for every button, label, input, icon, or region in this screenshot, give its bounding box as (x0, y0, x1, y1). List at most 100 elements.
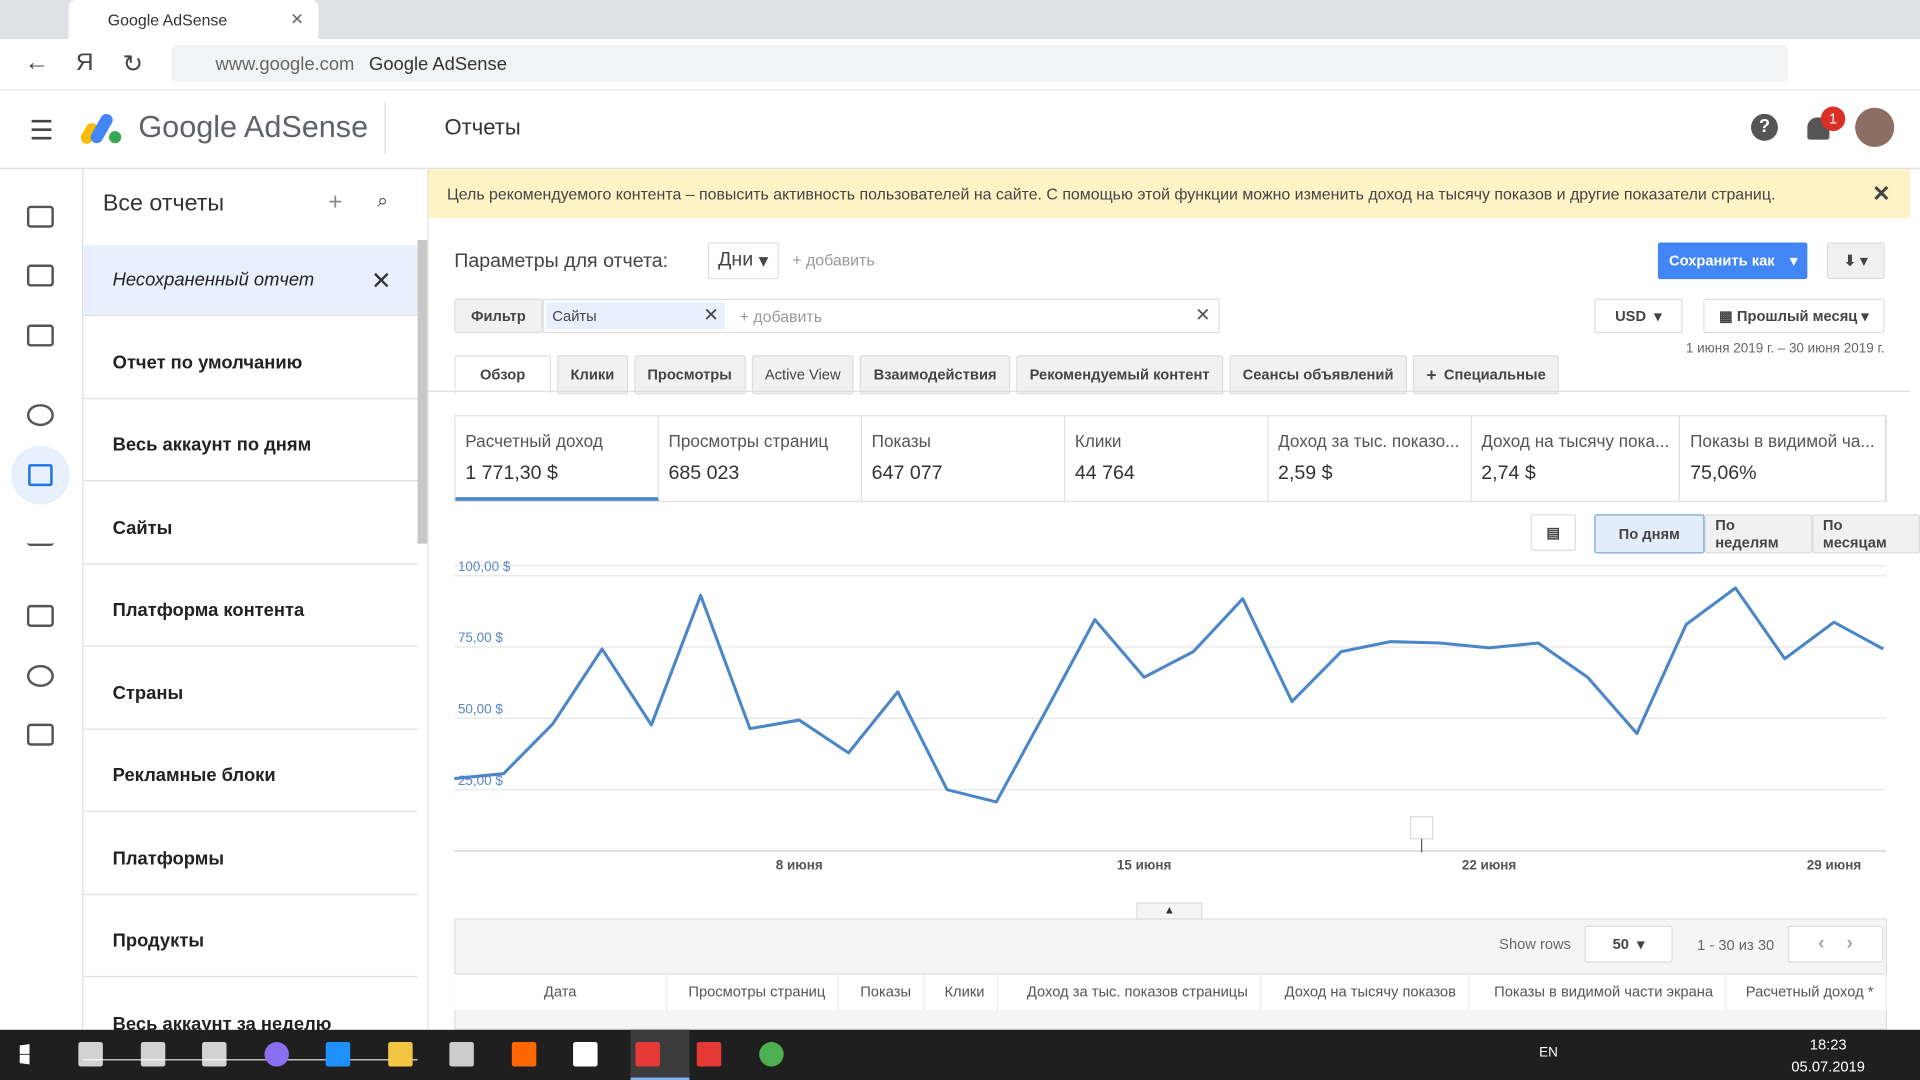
collapse-table[interactable]: ▲ (1136, 902, 1203, 920)
add-dimension[interactable]: + добавить (792, 251, 875, 270)
help-button[interactable]: ? (1751, 113, 1778, 141)
column-header[interactable]: Показы (839, 974, 925, 1011)
nav-payments[interactable] (26, 604, 54, 627)
dimension-select[interactable]: Дни ▾ (707, 242, 779, 280)
nav-block[interactable] (26, 404, 54, 427)
taskbar-icon[interactable] (202, 1042, 227, 1067)
y-tick-label: 75,00 $ (458, 630, 503, 645)
tabs: Обзор Клики Просмотры Active View Взаимодейс… (454, 355, 1560, 395)
sidebar-item[interactable]: Отчет по умолчанию (83, 328, 418, 399)
report-tab[interactable]: + Специальные (1413, 355, 1560, 395)
granularity-button[interactable]: По неделям (1704, 514, 1812, 554)
sidebar-item[interactable]: Платформа контента (83, 576, 418, 647)
filter-chip[interactable]: Сайты ✕ (546, 302, 725, 330)
yandex-button[interactable]: Я (75, 48, 94, 76)
taskbar-icon[interactable] (696, 1042, 722, 1067)
taskbar-icon[interactable] (325, 1042, 351, 1067)
clear-filter[interactable]: ✕ (1195, 304, 1211, 326)
close-report[interactable]: ✕ (371, 268, 392, 296)
nav-feedback[interactable] (26, 723, 54, 746)
x-tick-label: 22 июня (1462, 857, 1516, 872)
taskbar-icon[interactable] (78, 1042, 103, 1067)
page-nav[interactable]: ‹ › (1787, 925, 1884, 963)
granularity-button[interactable]: По месяцам (1811, 514, 1920, 554)
metric-card[interactable]: Просмотры страниц 685 023 (659, 416, 862, 501)
taskbar-icon[interactable] (573, 1042, 598, 1067)
save-as-button[interactable]: Сохранить как ▾ (1657, 242, 1808, 280)
metric-card[interactable]: Доход за тыс. показо... 2,59 $ (1268, 416, 1472, 501)
sidebar-item[interactable]: Весь аккаунт за неделю (83, 989, 418, 1060)
reload-button[interactable]: ↻ (122, 51, 143, 79)
tab-label: Взаимодействия (873, 366, 997, 384)
taskbar-icon[interactable] (387, 1042, 413, 1067)
date-range-select[interactable]: ▦ Прошлый месяц ▾ (1703, 298, 1885, 334)
metric-card[interactable]: Показы в видимой ча... 75,06% (1680, 416, 1886, 501)
metric-card[interactable]: Расчетный доход 1 771,30 $ (455, 416, 659, 501)
taskbar-icon[interactable] (758, 1042, 784, 1067)
metric-card[interactable]: Доход на тысячу пока... 2,74 $ (1471, 416, 1681, 501)
menu-button[interactable]: ☰ (29, 115, 54, 146)
taskbar-icon[interactable] (511, 1042, 536, 1067)
avatar[interactable] (1855, 107, 1895, 147)
taskbar-icon[interactable] (140, 1042, 165, 1067)
column-header[interactable]: Просмотры страниц (667, 974, 839, 1011)
column-header[interactable]: Дата (454, 974, 668, 1011)
taskbar-icon[interactable] (449, 1042, 474, 1067)
sidebar-item[interactable]: Сайты (83, 493, 418, 564)
metric-label: Расчетный доход (465, 431, 603, 451)
filter-button[interactable]: Фильтр (454, 298, 543, 334)
annotations-button[interactable]: ▤ (1530, 514, 1576, 552)
report-tab[interactable]: Взаимодействия (860, 355, 1011, 395)
nav-rail (0, 168, 84, 1030)
currency-select[interactable]: USD ▾ (1594, 298, 1683, 334)
tab-close[interactable]: ✕ (290, 9, 304, 29)
nav-settings[interactable] (26, 664, 54, 687)
nav-home[interactable] (26, 205, 54, 228)
rows-per-page: 50 (1612, 935, 1629, 953)
column-header[interactable]: Клики (924, 974, 998, 1011)
banner-close[interactable]: ✕ (1872, 180, 1891, 206)
metric-value: 2,74 $ (1481, 462, 1536, 484)
report-tab[interactable]: Сеансы объявлений (1229, 355, 1407, 395)
report-tab[interactable]: Рекомендуемый контент (1016, 355, 1224, 395)
nav-optimize[interactable] (26, 524, 54, 547)
download-button[interactable]: ⬇ ▾ (1826, 242, 1885, 280)
taskbar-icon[interactable] (634, 1042, 660, 1067)
filter-box[interactable] (542, 298, 1220, 334)
taskbar-icon[interactable] (263, 1042, 289, 1067)
report-tab[interactable]: Active View (751, 355, 855, 395)
column-header[interactable]: Показы в видимой части экрана (1469, 974, 1727, 1011)
sidebar-item[interactable]: Весь аккаунт по дням (83, 410, 418, 482)
y-tick-label: 100,00 $ (458, 559, 511, 574)
metric-card[interactable]: Клики 44 764 (1065, 416, 1269, 501)
column-header[interactable]: Расчетный доход * (1727, 974, 1887, 1011)
report-tab[interactable]: Клики (557, 355, 628, 395)
report-tab[interactable]: Просмотры (633, 355, 746, 395)
nav-reports-active[interactable] (11, 445, 70, 505)
metric-card[interactable]: Показы 647 077 (862, 416, 1066, 501)
sidebar-item[interactable]: Продукты (83, 906, 418, 978)
rows-select[interactable]: 50 ▾ (1584, 925, 1673, 963)
add-filter[interactable]: + добавить (739, 307, 822, 326)
x-tick-label: 15 июня (1117, 857, 1171, 872)
nav-sites[interactable] (26, 264, 54, 287)
save-label: Сохранить как (1668, 252, 1775, 270)
report-tab[interactable]: Обзор (454, 355, 551, 395)
sidebar-item[interactable]: Несохраненный отчет (83, 244, 418, 316)
back-button[interactable]: ← (24, 48, 49, 76)
browser-tab[interactable]: Google AdSense ✕ (68, 0, 319, 40)
address-bar[interactable]: www.google.com Google AdSense (171, 45, 1788, 83)
sidebar-item[interactable]: Страны (83, 658, 418, 730)
metric-label: Клики (1074, 431, 1122, 451)
granularity-button[interactable]: По дням (1594, 514, 1705, 554)
divider (427, 168, 429, 1030)
column-header[interactable]: Доход за тыс. показов страницы (998, 974, 1262, 1011)
sidebar-item[interactable]: Рекламные блоки (83, 741, 418, 812)
sidebar-item[interactable]: Платформы (83, 823, 418, 895)
search-reports[interactable]: ⌕ (377, 191, 389, 212)
add-report[interactable]: + (328, 188, 343, 216)
filter-chip-label: Сайты (552, 307, 597, 325)
column-header[interactable]: Доход на тысячу показов (1261, 974, 1470, 1011)
nav-ads[interactable] (26, 324, 54, 347)
sidebar-scrollbar (417, 240, 428, 544)
